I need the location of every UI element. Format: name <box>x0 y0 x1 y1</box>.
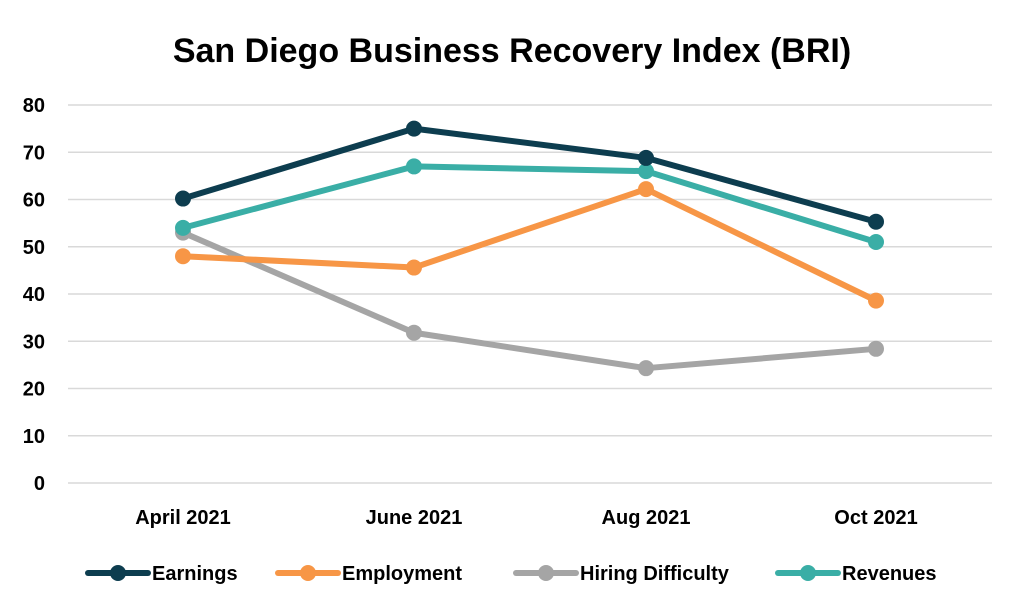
legend-entry: Earnings <box>85 563 238 585</box>
data-point <box>175 248 191 265</box>
data-point <box>868 234 884 251</box>
gridlines <box>68 104 992 484</box>
data-point <box>638 149 654 166</box>
legend: Earnings Employment Hiring Difficulty Reven… <box>85 563 937 585</box>
series-line <box>180 125 879 225</box>
y-tick-label: 50 <box>23 237 45 259</box>
y-axis-tick-labels: 0 10 20 30 40 50 60 70 80 <box>23 95 45 495</box>
legend-marker <box>538 565 554 581</box>
data-point <box>406 324 422 341</box>
data-point <box>406 259 422 276</box>
legend-marker <box>800 565 816 581</box>
x-tick-label: April 2021 <box>135 507 231 529</box>
x-tick-label: June 2021 <box>366 507 463 529</box>
legend-entry: Hiring Difficulty <box>513 563 730 585</box>
x-tick-label: Aug 2021 <box>602 507 691 529</box>
y-tick-label: 70 <box>23 142 45 164</box>
y-tick-label: 10 <box>23 426 45 448</box>
chart-title: San Diego Business Recovery Index (BRI) <box>173 32 851 70</box>
legend-label: Earnings <box>152 563 238 585</box>
x-axis-tick-labels: April 2021 June 2021 Aug 2021 Oct 2021 <box>135 507 918 529</box>
y-tick-label: 60 <box>23 190 45 212</box>
data-point <box>175 219 191 236</box>
data-point <box>638 360 654 377</box>
y-tick-label: 40 <box>23 284 45 306</box>
y-tick-label: 30 <box>23 331 45 353</box>
legend-label: Hiring Difficulty <box>580 563 730 585</box>
x-tick-label: Oct 2021 <box>834 507 917 529</box>
series-line <box>180 186 879 304</box>
data-point <box>868 213 884 230</box>
data-point <box>406 120 422 137</box>
series-employment <box>175 181 884 309</box>
series-line <box>180 163 879 246</box>
series-revenues <box>175 158 884 251</box>
data-point <box>638 181 654 198</box>
y-tick-label: 20 <box>23 379 45 401</box>
legend-label: Employment <box>342 563 462 585</box>
series-earnings <box>175 120 884 230</box>
data-point <box>175 190 191 207</box>
legend-marker <box>110 565 126 581</box>
data-point <box>406 158 422 175</box>
series-lines <box>175 120 884 377</box>
legend-marker <box>300 565 316 581</box>
legend-entry: Revenues <box>775 563 937 585</box>
data-point <box>638 163 654 180</box>
legend-label: Revenues <box>842 563 937 585</box>
data-point <box>868 340 884 357</box>
legend-entry: Employment <box>275 563 462 585</box>
series-line <box>180 229 879 372</box>
data-point <box>868 292 884 309</box>
y-tick-label: 0 <box>34 473 45 495</box>
y-tick-label: 80 <box>23 95 45 117</box>
